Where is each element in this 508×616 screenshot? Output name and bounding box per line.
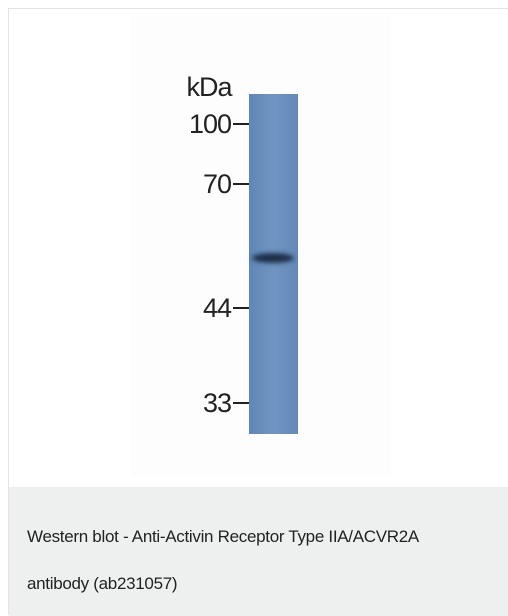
blot-image: kDa 100 70 44 33 bbox=[9, 9, 508, 487]
figure: kDa 100 70 44 33 Western blot - Anti-Activi… bbox=[8, 8, 508, 615]
marker-label: 100 bbox=[189, 109, 231, 139]
marker-label: 70 bbox=[203, 169, 231, 199]
lane bbox=[249, 94, 298, 434]
band bbox=[252, 253, 294, 263]
marker-label: 44 bbox=[203, 293, 232, 323]
caption: Western blot - Anti-Activin Receptor Typ… bbox=[9, 487, 508, 616]
unit-label: kDa bbox=[186, 72, 233, 102]
marker-label: 33 bbox=[203, 388, 231, 418]
